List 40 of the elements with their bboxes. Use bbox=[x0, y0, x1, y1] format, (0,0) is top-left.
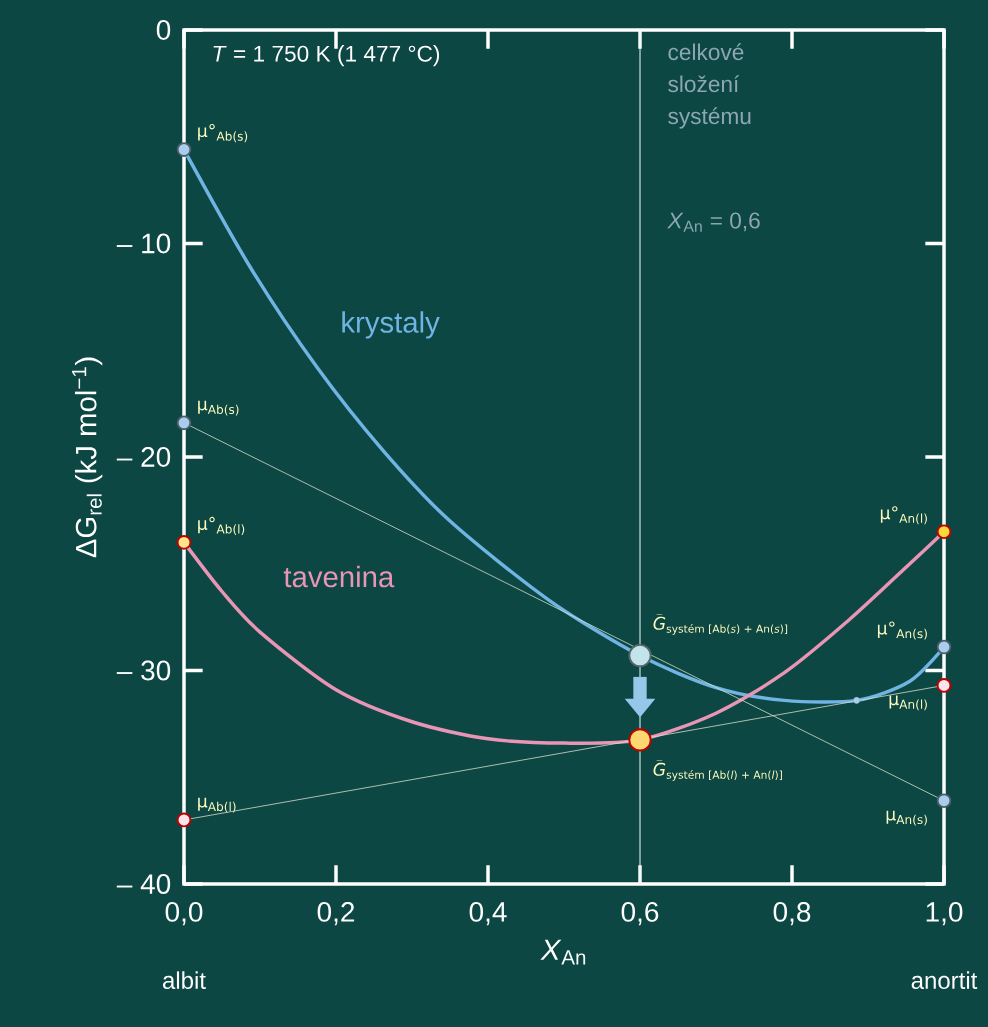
annotation: μ°$_{Ab(s)}$ bbox=[198, 124, 248, 143]
annotation: μ°$_{Ab(l)}$ bbox=[198, 516, 245, 536]
x-axis-title: X$_{An}$ bbox=[540, 939, 586, 965]
annotation: $\bar{\mbox{\textit{G}}}_{\mbox{\footnotesize systém [Ab(\textit{l}) + An(\textit{l})]}}$ bbox=[653, 760, 782, 781]
series-label: krystaly bbox=[342, 311, 440, 339]
x-tick-label: 0,0 bbox=[165, 902, 203, 926]
y-tick-label: – 30 bbox=[116, 660, 171, 681]
annotation: μ°$_{An(l)}$ bbox=[880, 506, 927, 525]
x-tick-label: 0,4 bbox=[469, 902, 507, 926]
point bbox=[176, 142, 192, 157]
y-tick-label: – 20 bbox=[116, 447, 171, 467]
series-label: tavenina bbox=[283, 565, 395, 588]
annotation: μ°$_{An(s)}$ bbox=[877, 621, 927, 640]
point bbox=[936, 678, 952, 693]
annotation: $\bar{\mbox{\textit{G}}}_{\mbox{\footnotesize systém [Ab(\textit{s}) + An(\textit{s})]}}$ bbox=[653, 614, 788, 635]
annotation: celkové složení systému bbox=[668, 43, 751, 129]
y-tick-label: – 40 bbox=[116, 874, 171, 894]
y-tick-label: 0 bbox=[156, 20, 171, 40]
text: anortit bbox=[911, 971, 978, 989]
annotation: μ$_{Ab(s)}$ bbox=[198, 400, 239, 416]
annotation: X$_{An}$ = 0,6 bbox=[667, 212, 760, 232]
text: albit bbox=[163, 971, 206, 989]
point bbox=[936, 793, 952, 809]
y-tick-label: – 10 bbox=[116, 233, 171, 254]
point bbox=[176, 415, 192, 431]
annotation: μ$_{An(s)}$ bbox=[886, 810, 927, 826]
y-axis-title: ΔG$_{rel}$ (kJ mol$^{−1}$) bbox=[72, 357, 103, 558]
annotation: μ$_{An(l)}$ bbox=[889, 695, 927, 711]
point bbox=[176, 812, 192, 828]
point bbox=[936, 639, 952, 655]
point bbox=[628, 728, 652, 752]
point bbox=[628, 643, 652, 668]
x-tick-label: 0,6 bbox=[621, 902, 659, 926]
point bbox=[176, 535, 192, 550]
x-tick-label: 1,0 bbox=[926, 902, 963, 926]
x-tick-label: 0,8 bbox=[773, 902, 811, 926]
point bbox=[936, 524, 952, 540]
x-tick-label: 0,2 bbox=[317, 902, 355, 926]
annotation: T = 1 750 K (1 477 °C) bbox=[213, 45, 440, 67]
annotation: μ$_{Ab(l)}$ bbox=[198, 797, 236, 813]
